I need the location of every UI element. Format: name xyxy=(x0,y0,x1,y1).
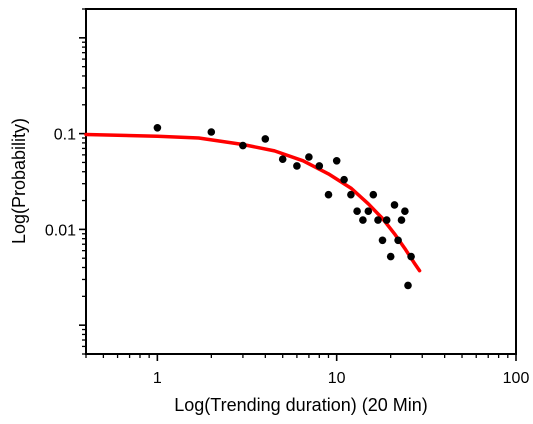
x-tick-label: 1 xyxy=(153,370,162,387)
data-point xyxy=(239,141,247,150)
data-point xyxy=(401,207,409,215)
y-tick-label: 0.1 xyxy=(54,127,76,144)
data-point xyxy=(382,216,391,224)
data-point xyxy=(359,216,367,224)
data-point xyxy=(293,162,301,170)
data-point xyxy=(364,207,373,215)
data-point xyxy=(278,155,287,163)
data-point xyxy=(378,236,387,245)
y-axis-title: Log(Probability) xyxy=(9,118,29,244)
data-point xyxy=(305,153,313,161)
data-point xyxy=(347,190,355,199)
data-point xyxy=(315,162,324,170)
data-point xyxy=(324,190,333,199)
data-point xyxy=(353,207,361,215)
x-axis-title: Log(Trending duration) (20 Min) xyxy=(174,395,427,415)
x-tick-label: 10 xyxy=(328,370,346,387)
data-point xyxy=(207,128,216,136)
fit-layer xyxy=(84,132,422,273)
data-point xyxy=(153,124,162,132)
data-point xyxy=(340,175,348,184)
data-point xyxy=(397,216,406,224)
data-point xyxy=(390,201,399,209)
data-point xyxy=(374,216,382,224)
data-point xyxy=(404,281,412,290)
data-point xyxy=(407,252,415,261)
plot-frame xyxy=(85,8,517,355)
minor-ticks xyxy=(82,8,509,358)
y-tick-label: 0.01 xyxy=(45,222,76,239)
x-tick-label: 100 xyxy=(503,370,530,387)
data-point xyxy=(394,236,402,245)
fit-curve xyxy=(84,132,422,273)
point-layer xyxy=(153,124,415,290)
data-point xyxy=(386,252,395,261)
data-point xyxy=(261,135,270,143)
major-ticks: 0.01 0.1 1 10 100 xyxy=(45,37,530,387)
data-point xyxy=(332,157,341,165)
data-point xyxy=(369,190,378,199)
